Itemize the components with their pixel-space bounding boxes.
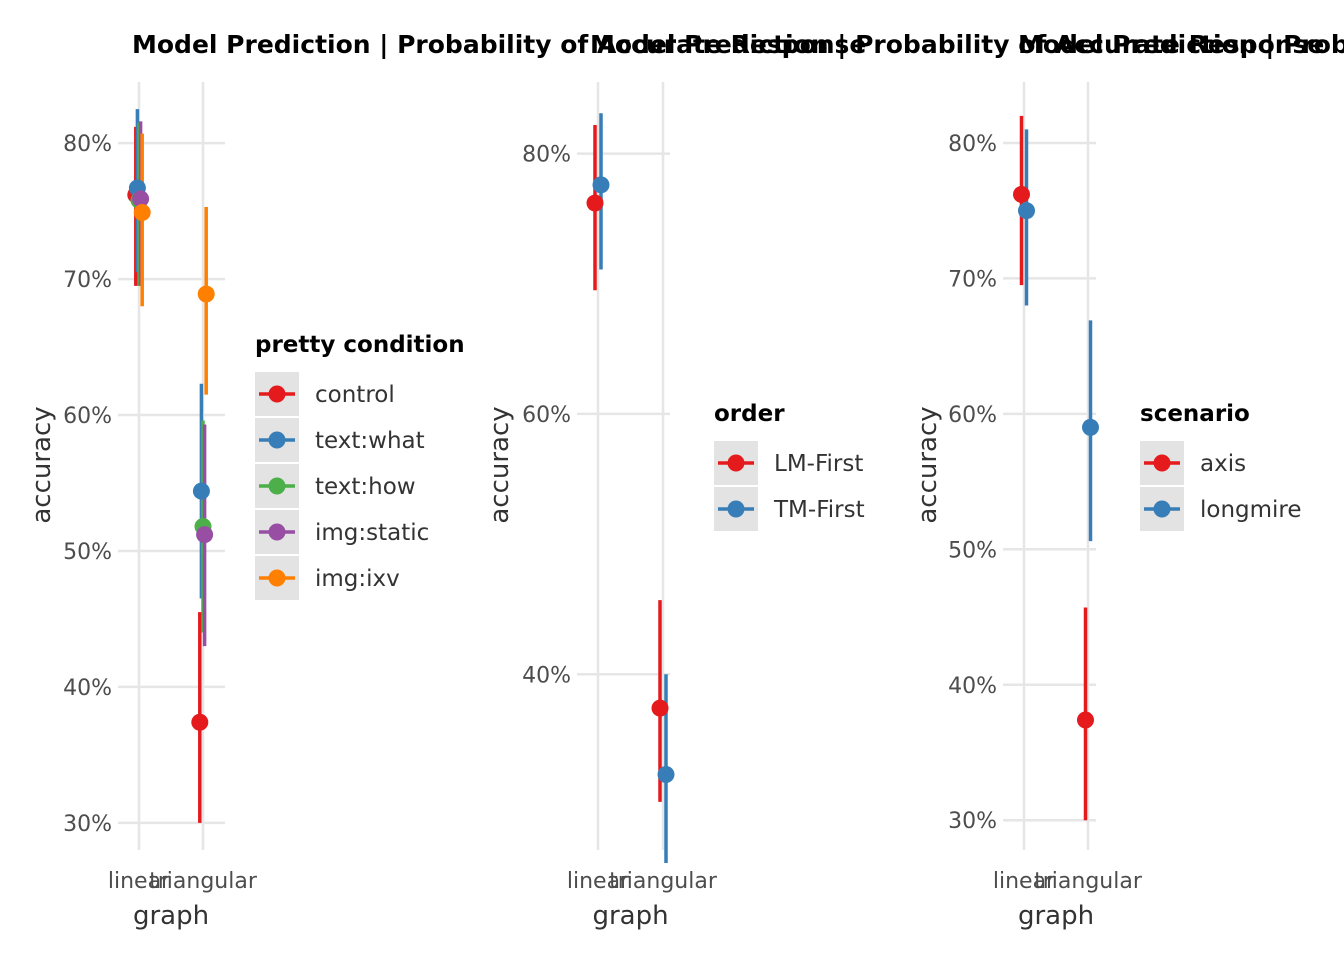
y-tick-label: 50% [948,538,997,563]
legend-key-point [268,477,286,495]
legend-label: text:how [315,474,416,500]
x-tick-label: triangular [609,869,718,894]
chart-title-1: Model Prediction | Probability of Accura… [132,30,866,59]
y-tick-label: 40% [63,676,112,701]
legend-title: scenario [1140,401,1250,427]
x-axis-title: graph [592,901,668,931]
x-tick-label: triangular [149,869,258,894]
data-point [657,766,675,784]
data-point [586,194,604,212]
data-point [191,713,209,731]
data-point [197,285,215,303]
y-axis-title: accuracy [27,406,57,523]
legend-key-point [727,454,745,472]
legend-label: LM-First [774,451,863,477]
data-point [1018,202,1035,220]
y-tick-label: 60% [522,403,571,428]
y-tick-label: 60% [63,404,112,429]
y-tick-label: 30% [63,812,112,837]
y-tick-label: 60% [948,403,997,428]
legend-key-point [268,569,286,587]
y-tick-label: 30% [948,809,997,834]
y-tick-label: 80% [522,143,571,168]
y-tick-label: 80% [63,132,112,157]
data-point [192,482,210,500]
data-point [651,699,669,717]
legend-title: order [714,401,785,427]
data-point [1013,185,1030,203]
x-tick-label: linear [993,869,1056,894]
data-point [592,176,610,194]
data-point [132,190,150,208]
legend-key-point [268,523,286,541]
x-tick-label: linear [567,869,630,894]
x-axis-title: graph [1018,901,1094,931]
legend: pretty condition control text:what text:how… [255,332,465,600]
legend-title: pretty condition [255,332,465,358]
legend-label: longmire [1200,497,1302,523]
legend-label: TM-First [773,497,865,523]
x-tick-label: linear [108,869,171,894]
y-tick-label: 70% [63,268,112,293]
legend-label: axis [1200,451,1246,477]
legend-key-point [1153,500,1171,518]
y-tick-label: 80% [948,132,997,157]
y-tick-label: 70% [948,267,997,292]
data-point [1082,418,1099,436]
legend-key-point [268,431,286,449]
y-tick-label: 40% [522,663,571,688]
x-tick-label: triangular [1034,869,1143,894]
data-point [196,526,214,544]
chart-title-3: Model Prediction | Probability of Accura… [1018,30,1344,59]
data-point [1077,711,1094,729]
legend-key-point [268,385,286,403]
legend-key-point [1153,454,1171,472]
y-axis-title: accuracy [913,406,943,523]
chart-title-2: Model Prediction | Probability of Accura… [590,30,1324,59]
legend: order LM-First TM-First [714,401,865,531]
x-axis-title: graph [133,901,209,931]
legend: scenario axis longmire [1140,401,1302,531]
y-tick-label: 50% [63,540,112,565]
legend-label: img:static [315,520,429,546]
legend-key-point [727,500,745,518]
legend-label: img:ixv [315,566,400,592]
legend-label: text:what [315,428,425,454]
y-axis-title: accuracy [485,406,515,523]
data-point [133,203,151,221]
y-tick-label: 40% [948,674,997,699]
legend-label: control [315,382,395,408]
